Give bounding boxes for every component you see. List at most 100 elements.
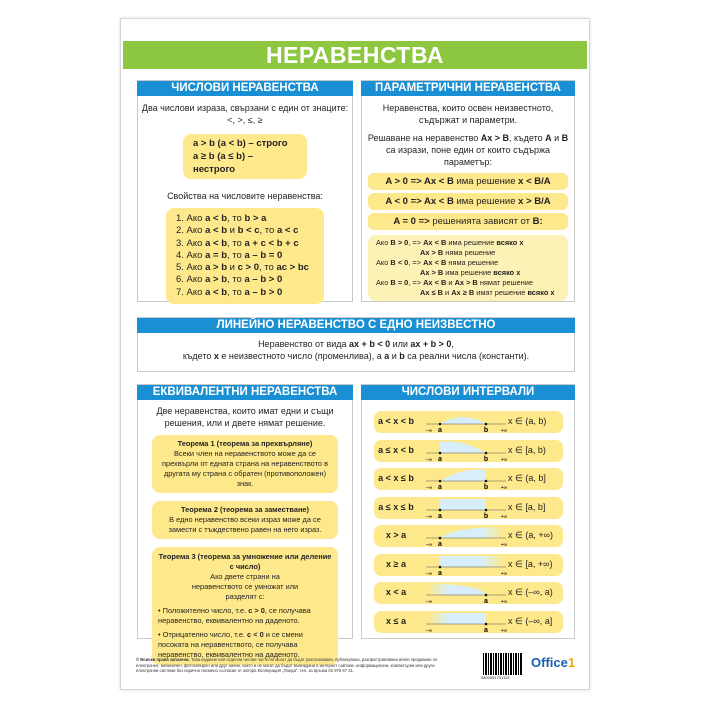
interval-row: x > a –∞ +∞ a x ∈ (a, +∞)	[374, 525, 563, 547]
point-b	[484, 508, 488, 511]
detail-line: Ax > B има решение всяко x	[376, 268, 560, 278]
text-segment: ac > bc	[276, 262, 309, 274]
detail-line: Ако B = 0, => Ax < B и Ax > B нямат реше…	[376, 278, 560, 288]
inequality: x ≥ a	[386, 558, 406, 569]
equivalent-inequalities-section: ЕКВИВАЛЕНТНИ НЕРАВЕНСТВА Две неравенства…	[137, 384, 353, 665]
text-segment: 1. Ако	[176, 213, 206, 224]
interval-row: a ≤ x < b –∞ +∞ a b x ∈ [a, b)	[374, 439, 563, 462]
text-segment: , =>	[408, 278, 424, 287]
property-item: 5. Ако a > b и c > 0, то ac > bc	[176, 262, 314, 274]
positive-case: • Положително число, т.е. c > 0, се полу…	[158, 606, 332, 626]
text-segment: a > b	[205, 262, 228, 274]
interval-notation: x ∈ (a, b]	[508, 473, 546, 483]
text-segment: няма решение	[443, 248, 496, 257]
neg-infinity-label: –∞	[426, 542, 433, 547]
text-segment: a < b	[205, 225, 228, 237]
text-segment: a = b	[205, 249, 228, 261]
left-bound-label: a	[438, 541, 442, 547]
text-segment: B = 0	[390, 278, 409, 287]
property-item: 2. Ако a < b и b < c, то a < c	[176, 225, 314, 237]
point-a	[438, 536, 442, 540]
point-b	[484, 422, 488, 426]
text-segment: Ax > B	[420, 248, 444, 257]
text-segment: има решение	[453, 176, 519, 187]
text-segment: е неизвестното число (променлива), а	[218, 351, 385, 361]
copyright-notice: © Всички права запазени. Това издание ил…	[136, 657, 438, 673]
definition-line-2: където x е неизвестното число (променлив…	[138, 350, 574, 362]
neg-infinity-label: –∞	[426, 571, 433, 576]
interval-notation: x ∈ [a, b)	[508, 444, 546, 455]
text-segment: , то	[227, 286, 245, 298]
section-header: ЧИСЛОВИ ИНТЕРВАЛИ	[361, 385, 575, 400]
theorem-title: Теорема 3 (теорема за умножение или деле…	[158, 552, 332, 571]
text-segment: A < 0 => Ax < B	[385, 196, 454, 207]
interval-notation: x ∈ (–∞, a)	[508, 587, 553, 597]
section-header: ПАРАМЕТРИЧНИ НЕРАВЕНСТВА	[361, 81, 575, 96]
detail-line: Ax > B няма решение	[376, 248, 560, 258]
text-segment: Ax > B	[454, 278, 478, 287]
right-bound-label: a	[484, 627, 488, 633]
text-segment: ax + b > 0	[410, 339, 452, 349]
neg-infinity-label: –∞	[426, 485, 433, 490]
text-segment: A	[545, 133, 552, 143]
solution-region	[440, 440, 486, 453]
intro-text: Неравенства, които освен неизвестното, с…	[382, 103, 554, 125]
point-a	[438, 451, 442, 454]
text-segment: , то	[227, 249, 245, 261]
text-segment: , то	[227, 274, 245, 286]
parameter-case: A > 0 => Ax < B има решение x < B/A	[368, 173, 568, 190]
right-bound-label: b	[484, 427, 488, 433]
text-segment: c > 0	[237, 262, 260, 274]
point-b	[484, 622, 488, 625]
linear-inequality-section: ЛИНЕЙНО НЕРАВЕНСТВО С ЕДНО НЕИЗВЕСТНО Не…	[137, 317, 575, 372]
text-segment: c < 0	[247, 630, 264, 639]
text-segment: 3. Ако	[176, 237, 206, 249]
number-line: –∞ +∞ a b	[426, 498, 508, 519]
numeric-inequalities-section: ЧИСЛОВИ НЕРАВЕНСТВА Два числови израза, …	[137, 80, 353, 305]
text-segment: a	[384, 351, 390, 361]
interval-row: a ≤ x ≤ b –∞ +∞ a b x ∈ [a, b]	[374, 496, 563, 519]
text-segment: Ax > B	[480, 133, 510, 143]
pos-infinity-label: +∞	[501, 599, 508, 604]
text-segment: и	[446, 278, 455, 287]
page-title: НЕРАВЕНСТВА	[123, 41, 587, 69]
detail-line: Ax ≤ B и Ax ≥ B имат решение всяко x	[376, 288, 560, 298]
signs-text: <, >, ≤, ≥	[227, 115, 263, 125]
property-item: 6. Ако a > b, то a – b > 0	[176, 274, 314, 286]
text-segment: a > b (a < b) – строго	[193, 138, 288, 149]
theorem-text: Ако двете страни на неравенството се умн…	[191, 572, 299, 601]
left-bound-label: a	[438, 456, 442, 462]
barcode-number: 3800051731124	[481, 675, 510, 680]
text-segment: Решаване на неравенство	[367, 133, 481, 143]
text-segment: a + c < b + c	[244, 237, 299, 249]
text-segment: 5. Ако	[176, 262, 206, 274]
text-segment: b > a	[244, 213, 267, 224]
point-a	[438, 565, 442, 568]
pos-infinity-label: +∞	[501, 571, 508, 576]
text-segment: решенията зависят от	[429, 216, 533, 227]
left-bound-label: a	[438, 513, 442, 519]
text-segment: са реални числа (константи).	[404, 351, 530, 361]
inequality: a < x ≤ b	[378, 473, 414, 483]
interval-notation: x ∈ [a, +∞)	[508, 558, 553, 569]
right-bound-label: a	[484, 598, 488, 604]
interval-notation: x ∈ (–∞, a]	[508, 615, 553, 626]
solution-region	[440, 555, 504, 567]
interval-notation: x ∈ (a, b)	[508, 416, 547, 426]
text-segment: , се получава неравенство, еквивалентно …	[158, 606, 311, 625]
text-segment: B:	[532, 216, 543, 227]
number-line: –∞ +∞ a b	[426, 440, 508, 462]
text-segment: и	[227, 262, 238, 274]
interval-notation: x ∈ [a, b]	[508, 501, 546, 512]
text-segment: ax + b < 0	[349, 339, 391, 349]
inequality: x > a	[385, 530, 407, 540]
inequality: a ≤ x ≤ b	[378, 501, 414, 512]
interval-row: x ≥ a –∞ +∞ a x ∈ [a, +∞)	[374, 553, 563, 576]
text-segment: , то	[259, 262, 277, 274]
intro-text: Два числови израза, свързани с един от з…	[141, 103, 349, 113]
text-segment: a ≥ b (a ≤ b) – нестрого	[193, 151, 254, 175]
text-segment: са изрази, поне един от които съдържа па…	[386, 145, 550, 167]
text-segment: , =>	[408, 258, 424, 267]
inequality: a < x < b	[377, 416, 415, 426]
text-segment: , =>	[408, 238, 424, 247]
